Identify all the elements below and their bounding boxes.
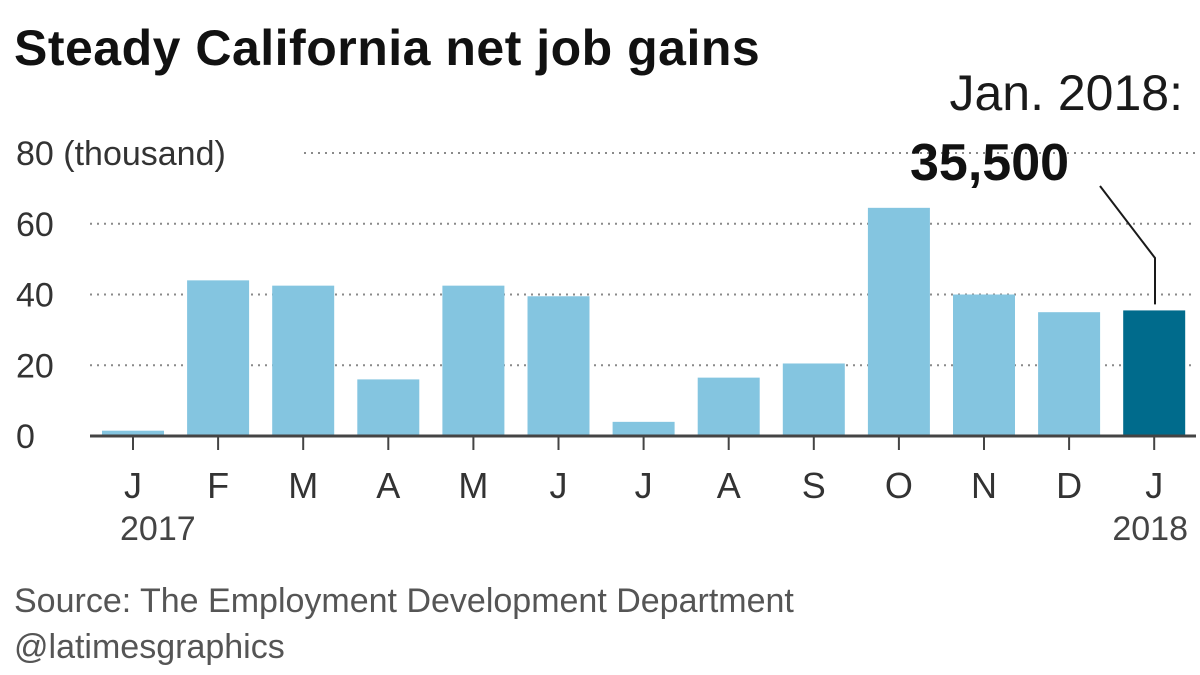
- x-tick-label: M: [458, 465, 488, 506]
- x-tick-label: J: [635, 465, 653, 506]
- y-tick-label: 0: [16, 418, 35, 456]
- y-axis-ticks: 0 20 40 60 80 (thousand): [16, 135, 226, 456]
- annotation: Jan. 2018: 35,500: [910, 65, 1183, 305]
- annotation-value: 35,500: [910, 134, 1069, 192]
- bar-chart: 0 20 40 60 80 (thousand) J 2017 F M A M J J A S O N D J 20…: [16, 65, 1196, 548]
- x-tick-label: N: [971, 465, 997, 506]
- bar: [102, 430, 164, 436]
- x-tick-label: F: [207, 465, 229, 506]
- x-tick-label: S: [802, 465, 826, 506]
- bar: [527, 296, 590, 436]
- bar: [357, 379, 420, 436]
- x-axis-ticks: J 2017 F M A M J J A S O N D J 2018: [120, 436, 1188, 548]
- x-tick-label: J: [1145, 465, 1163, 506]
- x-year-label: 2018: [1112, 510, 1188, 548]
- x-tick-label: A: [376, 465, 400, 506]
- annotation-leader-line: [1099, 185, 1156, 305]
- y-tick-label: 40: [16, 277, 54, 315]
- bar: [272, 285, 335, 436]
- gridlines: [90, 152, 1196, 367]
- bar: [867, 207, 930, 436]
- x-tick-label: J: [550, 465, 568, 506]
- bar: [612, 421, 675, 436]
- bar: [697, 377, 760, 436]
- bar: [782, 363, 845, 436]
- bars: [102, 207, 1186, 436]
- source-note: Source: The Employment Development Depar…: [14, 582, 794, 620]
- bar: [953, 294, 1015, 436]
- x-tick-label: M: [288, 465, 318, 506]
- credit-line: @latimesgraphics: [14, 628, 285, 666]
- footer: Source: The Employment Development Depar…: [14, 578, 794, 670]
- x-tick-label: D: [1056, 465, 1082, 506]
- y-tick-label: 20: [16, 347, 54, 385]
- y-tick-label: 60: [16, 206, 54, 244]
- x-tick-label: A: [717, 465, 741, 506]
- x-tick-label: O: [885, 465, 913, 506]
- annotation-label: Jan. 2018:: [949, 65, 1183, 121]
- bar: [187, 280, 250, 436]
- chart-title: Steady California net job gains: [14, 20, 761, 76]
- bar: [1038, 312, 1101, 436]
- x-year-label: 2017: [120, 510, 196, 548]
- bar: [442, 285, 505, 436]
- bar-highlighted: [1123, 310, 1186, 436]
- y-tick-label: 80 (thousand): [16, 135, 226, 173]
- x-tick-label: J: [124, 465, 142, 506]
